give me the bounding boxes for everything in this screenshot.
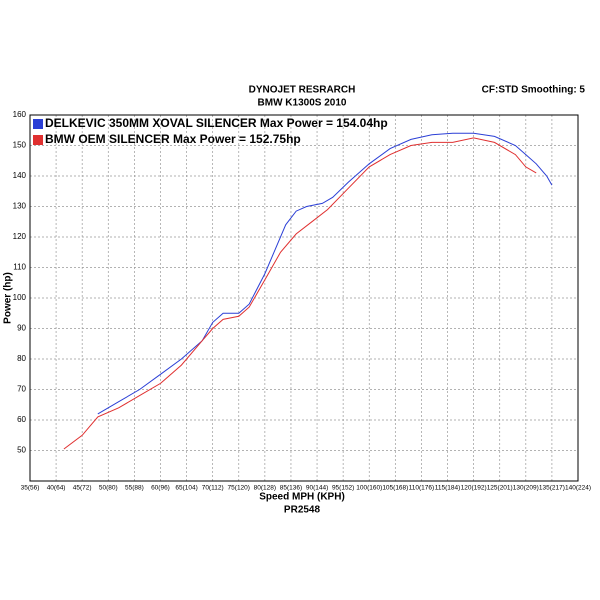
- x-tick-label: 90(144): [306, 485, 328, 492]
- x-tick-label: 55(88): [125, 485, 144, 492]
- y-tick-label: 50: [17, 446, 26, 455]
- legend-label: DELKEVIC 350MM XOVAL SILENCER Max Power …: [45, 116, 388, 130]
- x-tick-label: 40(64): [47, 485, 66, 492]
- legend-swatch: [33, 135, 43, 145]
- y-tick-label: 140: [13, 171, 27, 180]
- x-tick-label: 130(209): [513, 485, 539, 492]
- x-tick-label: 120(192): [461, 485, 487, 492]
- y-tick-label: 90: [17, 324, 26, 333]
- x-tick-label: 70(112): [202, 485, 224, 492]
- settings-label: CF:STD Smoothing: 5: [482, 85, 586, 96]
- x-axis-label: Speed MPH (KPH): [259, 492, 345, 503]
- x-tick-label: 100(160): [356, 485, 382, 492]
- x-tick-label: 75(120): [228, 485, 250, 492]
- x-tick-label: 45(72): [73, 485, 92, 492]
- y-tick-label: 160: [13, 110, 27, 119]
- chart-title: DYNOJET RESRARCH: [249, 85, 356, 96]
- y-tick-label: 70: [17, 385, 26, 394]
- x-tick-label: 60(96): [151, 485, 170, 492]
- plot-frame: [29, 114, 579, 482]
- y-tick-label: 110: [13, 263, 26, 272]
- series-line: [63, 137, 537, 450]
- y-tick-label: 130: [13, 202, 27, 211]
- chart-subtitle: BMW K1300S 2010: [258, 98, 347, 109]
- series-line: [97, 132, 553, 415]
- y-axis-label: Power (hp): [3, 272, 14, 324]
- x-tick-label: 80(128): [254, 485, 276, 492]
- legend-swatch: [33, 119, 43, 129]
- y-tick-label: 80: [17, 354, 26, 363]
- x-tick-label: 110(176): [409, 485, 435, 492]
- x-tick-label: 95(152): [332, 485, 354, 492]
- x-tick-label: 115(184): [435, 485, 461, 492]
- y-tick-label: 150: [13, 141, 27, 150]
- y-tick-label: 60: [17, 415, 26, 424]
- y-tick-label: 120: [13, 232, 27, 241]
- x-tick-label: 85(136): [280, 485, 302, 492]
- legend-label: BMW OEM SILENCER Max Power = 152.75hp: [45, 132, 301, 146]
- y-tick-label: 100: [13, 293, 27, 302]
- footer: PR2548: [284, 505, 321, 516]
- x-tick-label: 50(80): [99, 485, 118, 492]
- x-tick-label: 105(168): [382, 485, 408, 492]
- x-tick-label: 35(56): [21, 485, 40, 492]
- x-tick-label: 135(217): [539, 485, 565, 492]
- x-tick-label: 65(104): [175, 485, 197, 492]
- x-tick-label: 140(224): [565, 485, 591, 492]
- x-tick-label: 125(201): [487, 485, 513, 492]
